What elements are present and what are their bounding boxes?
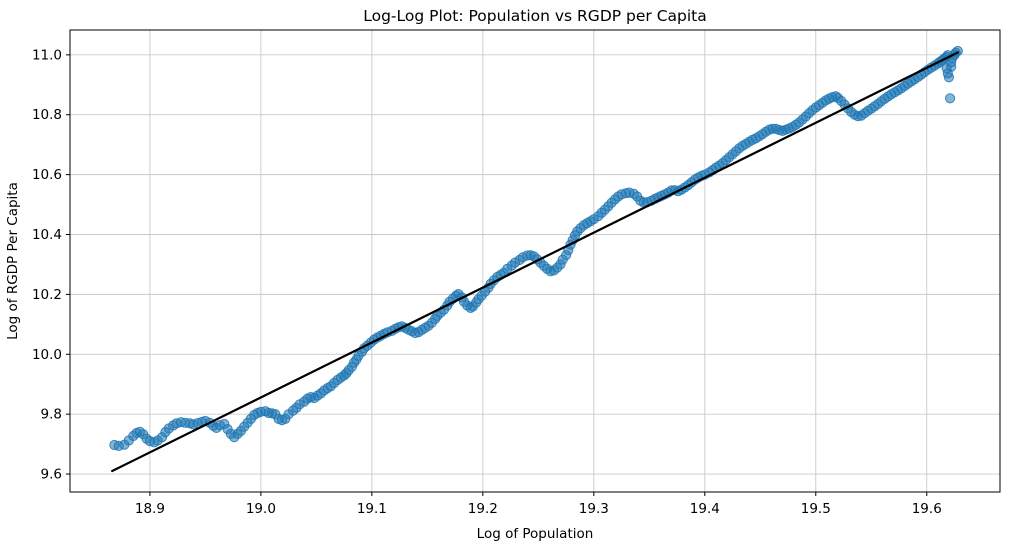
x-tick-label: 19.4 — [690, 501, 720, 517]
x-axis-label: Log of Population — [477, 526, 594, 542]
data-point — [943, 72, 955, 83]
chart-title: Log-Log Plot: Population vs RGDP per Cap… — [363, 7, 707, 25]
y-tick-label: 9.6 — [41, 467, 62, 483]
x-tick-label: 19.0 — [246, 501, 276, 517]
y-tick-label: 10.0 — [32, 347, 62, 363]
x-tick-label: 19.6 — [912, 501, 942, 517]
x-tick-label: 19.2 — [468, 501, 498, 517]
plot-frame — [69, 29, 1001, 493]
y-axis-label: Log of RGDP Per Capita — [5, 182, 21, 340]
x-tick-label: 18.9 — [135, 501, 165, 517]
x-tick-label: 19.5 — [801, 501, 831, 517]
grid — [70, 30, 1000, 492]
y-tick-label: 11.0 — [32, 47, 62, 63]
scatter-series — [109, 45, 963, 451]
x-tick-label: 19.3 — [579, 501, 609, 517]
y-tick-label: 10.8 — [32, 107, 62, 123]
y-tick-label: 10.4 — [32, 227, 62, 243]
y-tick-label: 10.2 — [32, 287, 62, 303]
x-tick-label: 19.1 — [357, 501, 387, 517]
y-tick-label: 9.8 — [41, 407, 62, 423]
trend-line-layer — [111, 51, 959, 473]
data-point — [945, 93, 956, 104]
y-tick-label: 10.6 — [32, 167, 62, 183]
trend-line — [111, 51, 959, 473]
axis-ticks: 18.9 19.0 19.1 19.2 19.3 19.4 19.5 19.6 9.6 9.8 10… — [32, 47, 942, 517]
